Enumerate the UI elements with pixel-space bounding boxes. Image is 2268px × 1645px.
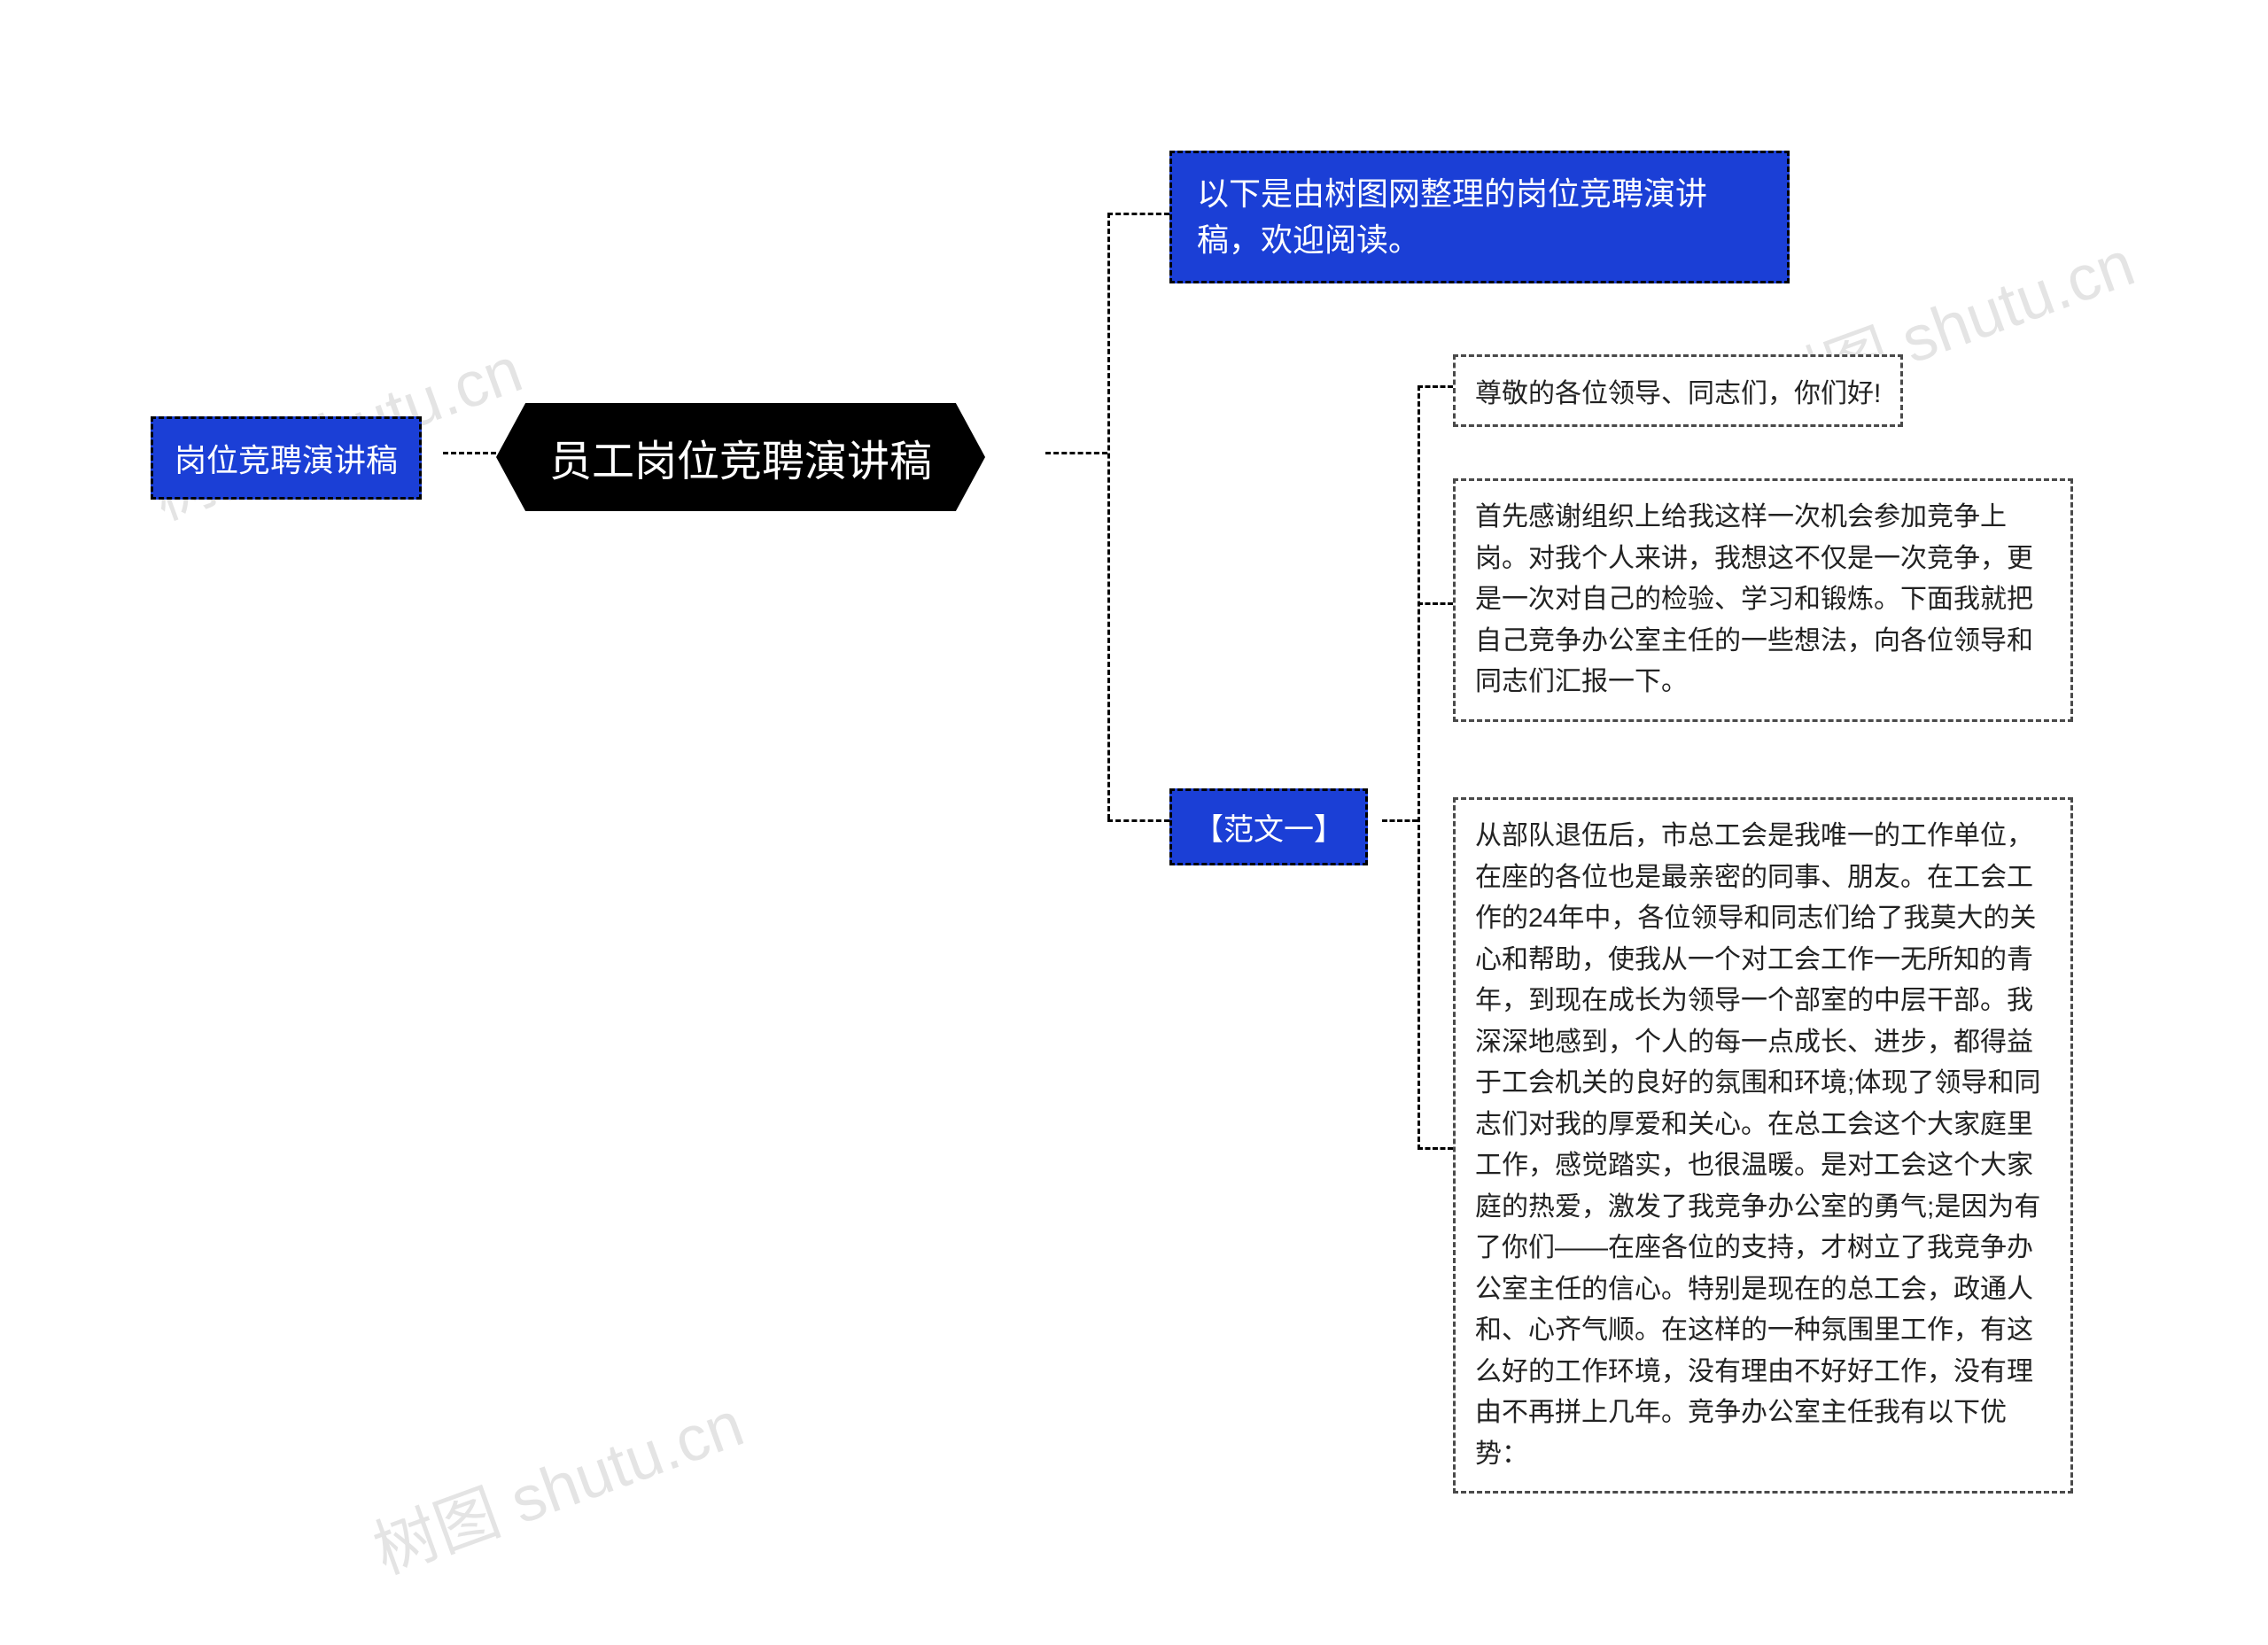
connector [1418, 1147, 1453, 1150]
connector [1382, 819, 1418, 822]
connector [1045, 452, 1107, 454]
node-leaf-greeting: 尊敬的各位领导、同志们，你们好! [1453, 354, 1903, 427]
mindmap-canvas: 树图 shutu.cn 树图 shutu.cn 树图 shutu.cn 岗位竞聘… [0, 0, 2268, 1645]
node-branch-example-label: 【范文一】 [1169, 788, 1368, 865]
connector [1107, 213, 1110, 819]
node-branch-example-label-text: 【范文一】 [1193, 813, 1344, 847]
node-leaf-p2-text: 从部队退伍后，市总工会是我唯一的工作单位，在座的各位也是最亲密的同事、朋友。在工… [1475, 821, 2040, 1469]
node-leaf-paragraph-2: 从部队退伍后，市总工会是我唯一的工作单位，在座的各位也是最亲密的同事、朋友。在工… [1453, 797, 2073, 1494]
node-branch-intro: 以下是由树图网整理的岗位竞聘演讲稿，欢迎阅读。 [1169, 151, 1790, 283]
node-left-text: 岗位竞聘演讲稿 [175, 442, 398, 478]
watermark: 树图 shutu.cn [359, 1372, 754, 1592]
node-center-text: 员工岗位竞聘演讲稿 [549, 438, 932, 485]
connector [1418, 385, 1453, 388]
connector [1418, 385, 1420, 1150]
connector [1107, 819, 1169, 822]
connector [1418, 602, 1453, 605]
node-branch-intro-text: 以下是由树图网整理的岗位竞聘演讲稿，欢迎阅读。 [1197, 175, 1707, 258]
node-left-title: 岗位竞聘演讲稿 [151, 416, 422, 500]
connector [443, 452, 496, 454]
connector [1107, 213, 1169, 215]
node-leaf-greeting-text: 尊敬的各位领导、同志们，你们好! [1475, 379, 1881, 408]
node-leaf-paragraph-1: 首先感谢组织上给我这样一次机会参加竞争上岗。对我个人来讲，我想这不仅是一次竞争，… [1453, 478, 2073, 722]
node-center-root: 员工岗位竞聘演讲稿 [496, 403, 985, 511]
node-leaf-p1-text: 首先感谢组织上给我这样一次机会参加竞争上岗。对我个人来讲，我想这不仅是一次竞争，… [1475, 502, 2033, 696]
